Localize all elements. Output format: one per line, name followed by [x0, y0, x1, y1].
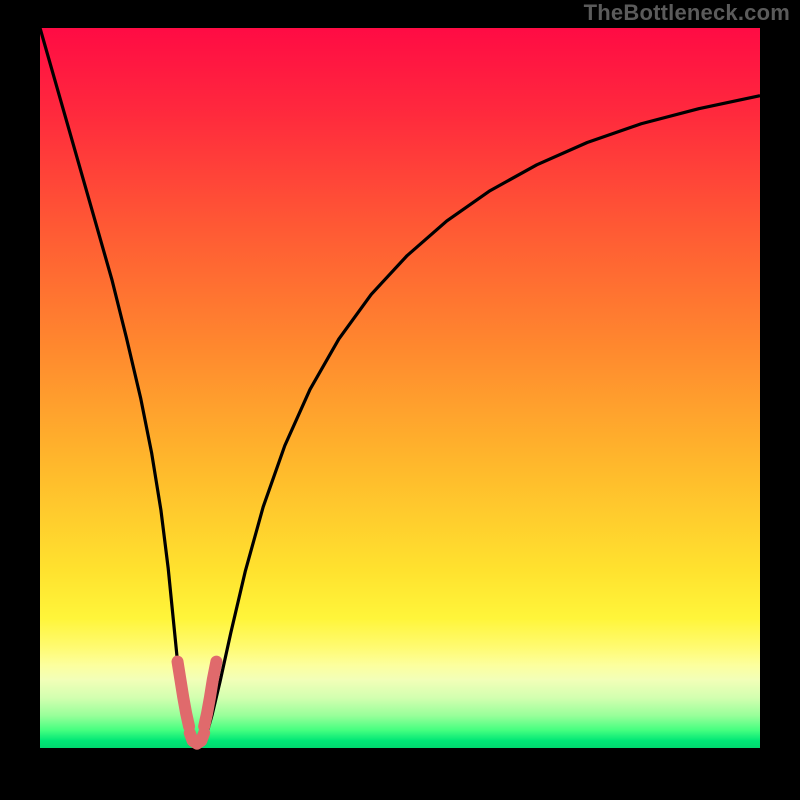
chart-canvas: TheBottleneck.com	[0, 0, 800, 800]
bottleneck-plot	[0, 0, 800, 800]
watermark-text: TheBottleneck.com	[584, 0, 790, 26]
plot-background-gradient	[40, 28, 760, 748]
